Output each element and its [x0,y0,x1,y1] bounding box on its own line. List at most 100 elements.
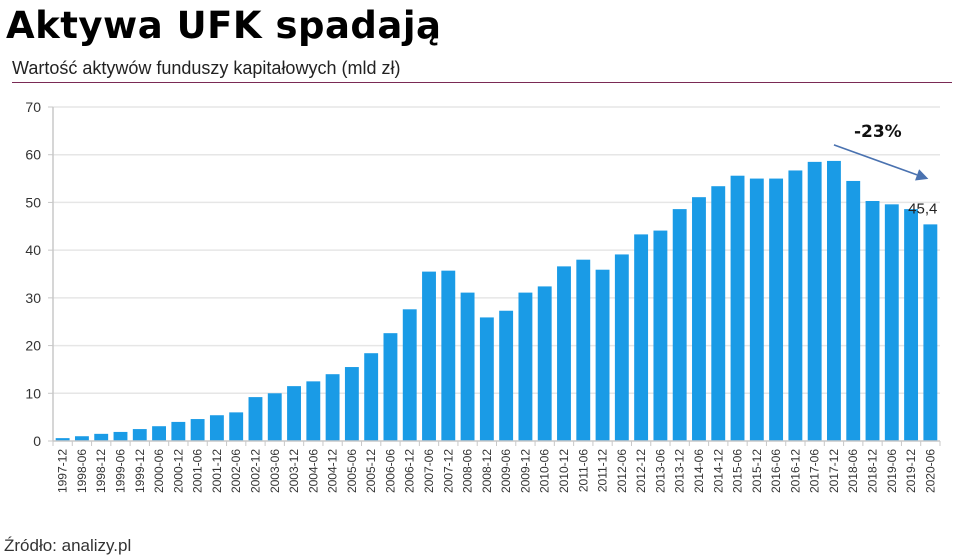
y-tick-label: 40 [25,242,41,258]
bar [383,333,398,441]
bar [344,367,359,441]
x-tick-label: 2009-12 [518,449,532,493]
x-tick-label: 2005-12 [364,449,378,493]
x-tick-label: 2006-06 [383,449,397,493]
bar [884,204,899,441]
y-tick-label: 50 [25,194,41,210]
bar [422,271,436,441]
trend-arrow-head [915,169,929,181]
bar [267,393,282,441]
bar [692,197,706,441]
x-tick-label: 2008-06 [461,449,475,493]
x-tick-label: 1997-12 [56,449,70,493]
bar [827,160,841,441]
bar [846,180,861,441]
y-tick-label: 30 [25,290,41,306]
bar [325,374,340,441]
x-tick-label: 2018-06 [846,449,860,493]
bar [55,438,70,441]
x-tick-label: 2000-12 [171,449,185,493]
x-tick-label: 2002-12 [248,449,262,493]
bar [229,412,244,441]
x-tick-label: 2019-06 [885,449,899,493]
y-tick-label: 70 [25,99,41,115]
bar [190,419,205,441]
x-tick-label: 2007-06 [422,449,436,493]
bar [441,270,456,441]
y-tick-label: 10 [25,385,41,401]
bar [711,186,726,441]
bar [614,254,629,441]
bar [94,433,109,441]
x-tick-label: 2016-06 [769,449,783,493]
x-tick-label: 2007-12 [441,449,455,493]
y-tick-label: 0 [33,433,41,449]
annotations: -23% 45,4 [833,122,937,217]
source-note: Źródło: analizy.pl [4,536,132,555]
bar [904,209,919,441]
bar [595,269,610,441]
bar [209,415,224,441]
x-tick-label: 2019-12 [904,449,918,493]
axes [52,107,940,442]
x-axis-ticks: 1997-12 1998-06 1998-12 1999-06 1999-12 2000-… [52,441,941,493]
bar [479,317,494,441]
x-tick-label: 2012-12 [634,449,648,493]
change-annotation: -23% [854,122,902,142]
x-tick-label: 2015-06 [731,449,745,493]
gridlines [53,106,940,395]
bar [923,224,938,441]
x-tick-label: 2001-12 [210,449,224,493]
bar [749,178,764,442]
x-tick-label: 1998-12 [94,449,108,493]
x-tick-label: 2015-12 [750,449,764,493]
bar [518,292,533,441]
title-divider [12,82,952,83]
bar [460,292,475,441]
x-tick-label: 2014-06 [692,449,706,493]
bars [55,160,938,442]
x-tick-label: 2004-12 [326,449,340,493]
bar [730,175,745,442]
x-tick-label: 2017-06 [808,449,822,493]
bar [807,161,822,441]
x-tick-label: 2013-06 [653,449,667,493]
x-tick-label: 1998-06 [75,449,89,493]
bar [306,381,321,441]
bar [171,421,186,441]
x-tick-label: 2018-12 [866,449,880,493]
bar [653,230,668,441]
bar [499,310,514,441]
x-tick-label: 2017-12 [827,449,841,493]
bar [152,426,166,441]
bar [672,209,687,441]
x-tick-label: 2001-06 [191,449,205,493]
y-tick-label: 60 [25,147,41,163]
y-tick-label: 20 [25,338,41,354]
x-tick-label: 2013-12 [673,449,687,493]
x-tick-label: 2014-12 [711,449,725,493]
bar [557,266,571,441]
x-tick-label: 2010-12 [557,449,571,493]
x-tick-label: 2004-06 [306,449,320,493]
last-value-label: 45,4 [908,200,937,217]
bar [132,429,147,441]
x-tick-label: 2006-12 [403,449,417,493]
x-tick-label: 2011-06 [576,449,590,492]
x-tick-label: 2000-06 [152,449,166,493]
bar [865,200,880,441]
bar [74,436,89,441]
x-tick-label: 2008-12 [480,449,494,493]
trend-arrow [833,144,918,176]
chart-subtitle: Wartość aktywów funduszy kapitałowych (m… [12,58,401,78]
bar [576,259,591,441]
x-tick-label: 2012-06 [615,449,629,493]
x-tick-label: 2016-12 [788,449,802,493]
bar [769,178,784,442]
x-tick-label: 1999-12 [133,449,147,493]
x-tick-label: 2003-12 [287,449,301,493]
x-tick-label: 1999-06 [113,449,127,493]
bar [364,353,379,441]
bar [402,309,417,441]
